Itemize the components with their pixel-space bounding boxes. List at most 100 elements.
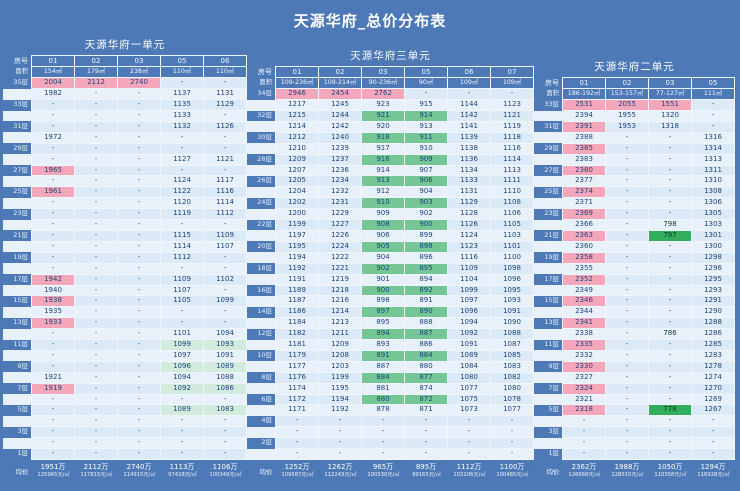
price-cell: 1219 xyxy=(318,273,362,286)
price-cell: - xyxy=(648,360,692,373)
average-price-cell: 1100万 100465元/㎡ xyxy=(491,460,534,480)
price-cell: 1083 xyxy=(203,404,247,417)
price-cell: 1091 xyxy=(490,306,534,319)
price-cell: 880 xyxy=(404,360,448,373)
price-cell: 894 xyxy=(404,273,448,286)
price-cell: 1122 xyxy=(160,186,204,199)
price-cell: - xyxy=(361,415,405,428)
price-cell: - xyxy=(648,251,692,264)
price-cell: - xyxy=(117,240,161,253)
price-cell: 1203 xyxy=(318,360,362,373)
area-header: 110㎡ xyxy=(160,66,204,79)
price-cell: 1131 xyxy=(447,186,491,199)
price-cell: 1088 xyxy=(490,328,534,341)
price-cell: - xyxy=(74,110,118,122)
floor-label: 29层 xyxy=(247,143,276,155)
price-cell: 1306 xyxy=(691,197,735,210)
price-cell: 1112 xyxy=(160,251,204,264)
floor-label: 4层 xyxy=(261,416,272,425)
table-row: 14层 2344- -1290 xyxy=(534,306,735,319)
price-cell: 1181 xyxy=(275,339,319,351)
price-cell: - xyxy=(605,448,649,460)
price-cell: - xyxy=(74,175,118,188)
table-row: 22层 - - - - - xyxy=(3,219,247,231)
floor-label: 33层 xyxy=(247,99,276,111)
price-cell: 877 xyxy=(404,371,448,384)
floor-label: 8层 xyxy=(261,372,272,381)
price-cell: 1195 xyxy=(318,382,362,395)
room-number-header: 05 xyxy=(404,66,448,79)
floor-label: 21层 xyxy=(247,230,276,242)
price-cell: 1213 xyxy=(318,317,362,330)
price-cell: - xyxy=(562,437,606,450)
price-cell: - xyxy=(447,448,491,460)
price-cell: - xyxy=(117,186,161,199)
price-cell: - xyxy=(74,437,118,450)
price-cell: 2383 xyxy=(562,153,606,166)
price-cell: 1132 xyxy=(160,120,204,133)
price-cell: 1961 xyxy=(31,186,75,199)
price-cell: 1080 xyxy=(447,371,491,384)
floor-label: 22层 xyxy=(3,219,32,231)
floor-label: 7层 xyxy=(548,383,559,392)
price-cell: - xyxy=(203,131,247,144)
price-cell: 914 xyxy=(404,110,448,122)
price-cell: - xyxy=(648,295,692,308)
price-cell: - xyxy=(31,110,75,122)
price-cell: 1214 xyxy=(318,306,362,319)
price-cell: 1097 xyxy=(447,295,491,308)
price-cell: 1935 xyxy=(31,306,75,319)
price-cell: 1094 xyxy=(447,317,491,330)
price-cell: 1096 xyxy=(447,306,491,319)
floor-label: 10层 xyxy=(257,350,272,359)
price-cell: - xyxy=(203,448,247,460)
price-cell: - xyxy=(74,273,118,286)
price-cell: 1300 xyxy=(691,240,735,253)
price-cell: 1099 xyxy=(160,339,204,351)
price-cell: - xyxy=(74,99,118,111)
price-cell: 1953 xyxy=(605,120,649,133)
price-cell: - xyxy=(203,251,247,264)
price-cell: 1134 xyxy=(447,164,491,177)
price-cell: - xyxy=(117,164,161,177)
average-total-price: 2362万 xyxy=(571,463,597,471)
price-cell: 1933 xyxy=(31,317,75,330)
price-cell: 1245 xyxy=(318,99,362,111)
price-cell: 1205 xyxy=(275,175,319,188)
price-cell: - xyxy=(605,142,649,155)
average-price-cell: 965万 100530元/㎡ xyxy=(362,460,405,480)
average-total-price: 1294万 xyxy=(700,463,726,471)
area-header: 153-157㎡ xyxy=(605,88,649,101)
price-cell: 2363 xyxy=(562,229,606,242)
price-cell: - xyxy=(117,328,161,341)
price-cell: 1091 xyxy=(447,339,491,351)
price-cell: 1216 xyxy=(318,295,362,308)
room-number-header: 06 xyxy=(203,55,247,68)
floor-label: 28层 xyxy=(257,154,272,163)
unit-1-section: 天源华府一单元 房号 01 02 03 05 06 面积 154㎡ 179㎡ 238㎡ 110㎡ 11… xyxy=(3,37,247,479)
price-cell: - xyxy=(605,273,649,286)
price-cell: 1131 xyxy=(203,88,247,101)
price-cell: - xyxy=(74,208,118,221)
price-cell: 1110 xyxy=(490,186,534,199)
price-cell: - xyxy=(605,208,649,221)
unit-3-section: 天源华府三单元 房号 01 02 03 05 06 07 面积 109-236㎡ 109-214㎡… xyxy=(247,48,534,479)
price-cell: 1199 xyxy=(318,371,362,384)
price-cell: 1099 xyxy=(203,295,247,308)
price-cell: - xyxy=(31,339,75,351)
price-cell: 902 xyxy=(404,208,448,221)
table-row: 11层 1181 1209 893 886 1091 1087 xyxy=(247,339,534,351)
price-cell: 907 xyxy=(404,164,448,177)
table-row: 19层 1194 1222 904 896 1116 1100 xyxy=(247,251,534,264)
price-cell: 1123 xyxy=(447,240,491,253)
price-cell: - xyxy=(160,131,204,144)
price-cell: - xyxy=(648,197,692,210)
price-cell: - xyxy=(31,120,75,133)
price-cell: - xyxy=(691,99,735,111)
price-cell: - xyxy=(74,229,118,242)
price-cell: 1142 xyxy=(447,110,491,122)
average-unit-price: 100465元/㎡ xyxy=(495,472,529,478)
price-cell: 1194 xyxy=(318,393,362,406)
price-cell: 1310 xyxy=(691,175,735,188)
price-cell: 1212 xyxy=(275,131,319,144)
